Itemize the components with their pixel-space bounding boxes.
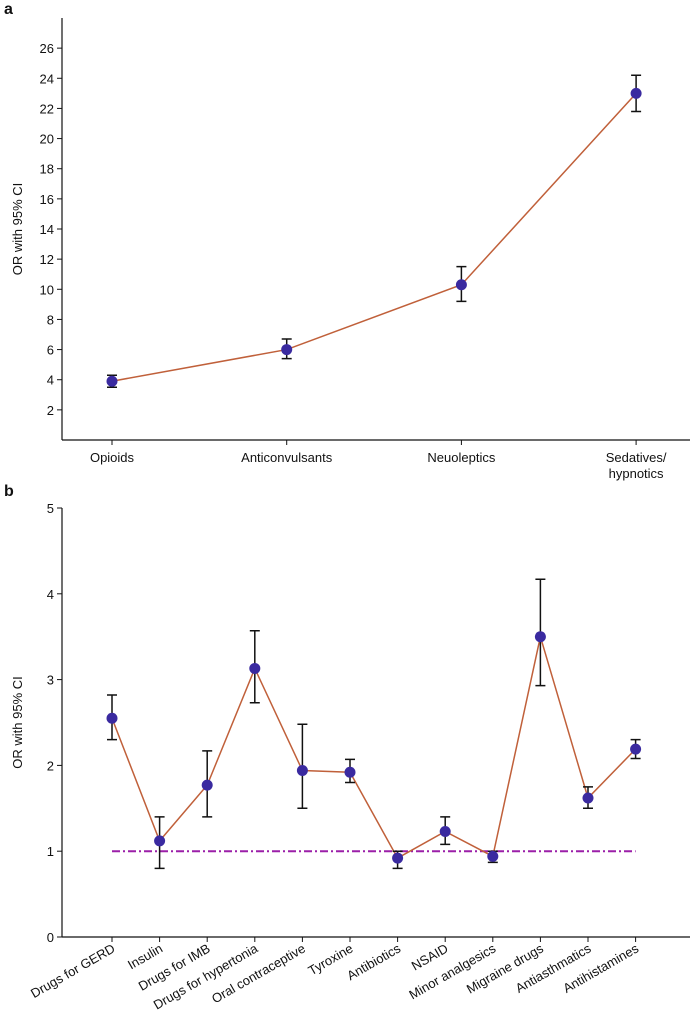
point: [296, 765, 308, 777]
point: [392, 852, 404, 864]
y-tick-label: 1: [47, 844, 54, 859]
y-tick-label: 14: [40, 222, 54, 237]
y-tick-label: 10: [40, 282, 54, 297]
point: [487, 850, 499, 862]
y-tick-label: 24: [40, 71, 54, 86]
y-axis-label: OR with 95% CI: [10, 676, 25, 768]
y-tick-label: 2: [47, 403, 54, 418]
y-tick-label: 16: [40, 192, 54, 207]
point: [249, 662, 261, 674]
point: [630, 743, 642, 755]
point: [201, 779, 213, 791]
x-tick-label: Opioids: [90, 450, 135, 465]
x-tick-label: Neuoleptics: [427, 450, 495, 465]
y-tick-label: 4: [47, 587, 54, 602]
y-tick-label: 4: [47, 373, 54, 388]
y-tick-label: 0: [47, 930, 54, 945]
point: [582, 792, 594, 804]
y-tick-label: 18: [40, 162, 54, 177]
point: [534, 631, 546, 643]
y-tick-label: 12: [40, 252, 54, 267]
y-tick-label: 20: [40, 132, 54, 147]
panel-label: a: [4, 1, 13, 18]
point: [455, 279, 467, 291]
panel-label: b: [4, 483, 14, 500]
y-tick-label: 2: [47, 758, 54, 773]
point: [106, 375, 118, 387]
point: [281, 344, 293, 356]
series-line: [111, 92, 637, 382]
x-tick-label: Sedatives/hypnotics: [606, 450, 667, 481]
series-line: [111, 636, 637, 860]
point: [154, 835, 166, 847]
point: [439, 825, 451, 837]
x-tick-label: Anticonvulsants: [241, 450, 333, 465]
point: [344, 766, 356, 778]
y-tick-label: 22: [40, 101, 54, 116]
y-tick-label: 6: [47, 343, 54, 358]
x-tick-label: Antibiotics: [344, 940, 403, 983]
y-axis-label: OR with 95% CI: [10, 183, 25, 275]
point: [106, 712, 118, 724]
y-tick-label: 26: [40, 41, 54, 56]
y-tick-label: 5: [47, 501, 54, 516]
x-tick-label: Drugs for GERD: [28, 941, 117, 1001]
point: [630, 87, 642, 99]
y-tick-label: 8: [47, 312, 54, 327]
y-tick-label: 3: [47, 673, 54, 688]
